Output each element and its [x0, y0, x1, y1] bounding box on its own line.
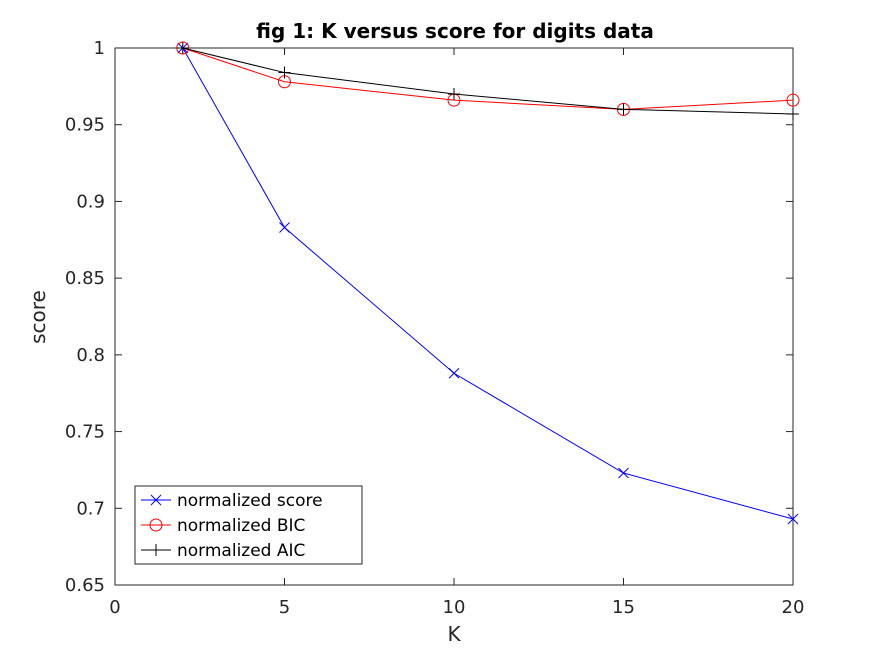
y-axis-label: score [26, 290, 50, 344]
marker-stroke [787, 513, 799, 525]
marker-plus [448, 88, 460, 101]
legend-entry: normalized BIC [141, 516, 305, 536]
marker-plus [278, 66, 291, 79]
legend-entry: normalized score [141, 491, 323, 511]
marker-x [150, 494, 162, 506]
marker-plus [150, 544, 162, 556]
legend-entry: normalized AIC [141, 541, 305, 561]
marker-stroke [279, 222, 290, 233]
x-tick-label: 15 [612, 597, 635, 618]
x-tick-label: 0 [109, 597, 120, 618]
series-normalized-aic [176, 42, 799, 120]
marker-circle [149, 518, 163, 532]
marker-x [448, 367, 460, 379]
series-line [182, 47, 794, 110]
marker-plus [176, 42, 189, 54]
legend: normalized score normalized BIC normalized… [134, 485, 363, 565]
y-tick-label: 0.95 [65, 115, 105, 136]
marker-x [618, 467, 629, 479]
legend-box [134, 485, 363, 565]
marker-stroke [448, 367, 460, 379]
marker-plus [787, 107, 799, 120]
y-tick-label: 0.8 [76, 345, 105, 366]
y-tick-label: 0.9 [76, 191, 105, 212]
y-tick-label: 0.7 [76, 498, 105, 519]
x-tick-label: 5 [279, 597, 290, 618]
marker-circle [786, 93, 800, 107]
ticks: 0 5 10 15 20 0.65 0.7 0.75 0.8 0.85 0.9 0.95 1 [65, 38, 805, 618]
x-tick-label: 10 [443, 597, 466, 618]
legend-label: normalized score [177, 491, 323, 511]
series-layer [176, 41, 800, 525]
marker-x [787, 513, 799, 525]
y-tick-label: 1 [94, 38, 105, 59]
chart-title: fig 1: K versus score for digits data [256, 19, 654, 43]
y-tick-label: 0.75 [65, 422, 105, 443]
legend-label: normalized BIC [177, 516, 305, 536]
marker-stroke [150, 494, 162, 506]
x-tick-label: 20 [782, 597, 805, 618]
marker-x [279, 222, 290, 233]
marker-plus [617, 103, 630, 116]
y-tick-label: 0.65 [65, 575, 105, 596]
legend-label: normalized AIC [177, 541, 305, 561]
x-axis-label: K [447, 622, 461, 646]
y-tick-label: 0.85 [65, 268, 105, 289]
marker-stroke [618, 467, 629, 479]
